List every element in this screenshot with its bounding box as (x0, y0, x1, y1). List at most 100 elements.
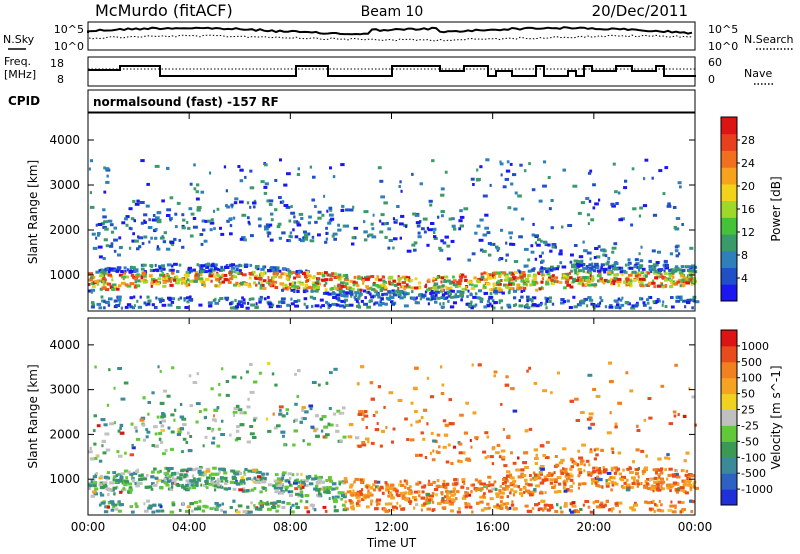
heatmap-cell (686, 301, 691, 305)
heatmap-cell (495, 492, 500, 496)
heatmap-cell (620, 478, 625, 482)
heatmap-cell (344, 298, 348, 302)
heatmap-cell (567, 224, 573, 227)
heatmap-cell (378, 488, 382, 492)
heatmap-cell (651, 249, 656, 253)
heatmap-cell (198, 277, 204, 281)
heatmap-cell (293, 287, 299, 291)
heatmap-cell (385, 483, 389, 487)
heatmap-cell (444, 297, 447, 300)
heatmap-cell (151, 277, 156, 281)
heatmap-cell (292, 228, 295, 232)
heatmap-cell (161, 265, 165, 269)
heatmap-cell (319, 417, 324, 421)
heatmap-cell (452, 275, 455, 279)
heatmap-cell (118, 236, 122, 240)
heatmap-cell (339, 281, 345, 285)
heatmap-cell (311, 477, 316, 481)
heatmap-cell (267, 269, 271, 272)
heatmap-cell (536, 476, 542, 480)
heatmap-cell (173, 278, 177, 282)
heatmap-cell (289, 476, 292, 480)
heatmap-cell (598, 471, 602, 475)
heatmap-cell (440, 210, 445, 213)
heatmap-cell (100, 493, 105, 497)
heatmap-cell (644, 158, 649, 162)
heatmap-cell (659, 268, 664, 271)
heatmap-cell (585, 278, 590, 282)
heatmap-cell (670, 268, 674, 272)
heatmap-cell (190, 483, 194, 487)
heatmap-cell (427, 501, 430, 505)
heatmap-cell (562, 486, 566, 490)
heatmap-cell (351, 491, 356, 495)
heatmap-cell (491, 288, 494, 292)
heatmap-cell (272, 275, 278, 279)
heatmap-cell (507, 282, 513, 286)
y-tick-label: 2000 (49, 427, 80, 441)
heatmap-cell (396, 494, 401, 498)
heatmap-cell (568, 508, 572, 512)
heatmap-cell (415, 420, 420, 424)
heatmap-cell (467, 289, 470, 293)
heatmap-cell (144, 235, 148, 239)
heatmap-cell (613, 273, 619, 277)
heatmap-cell (443, 275, 449, 279)
heatmap-cell (638, 252, 641, 256)
heatmap-cell (657, 473, 662, 477)
heatmap-cell (194, 507, 198, 511)
heatmap-cell (404, 485, 407, 489)
heatmap-cell (646, 298, 650, 302)
heatmap-cell (108, 267, 114, 271)
heatmap-cell (171, 297, 176, 301)
heatmap-cell (474, 436, 479, 440)
heatmap-cell (293, 418, 299, 422)
heatmap-cell (197, 477, 200, 481)
heatmap-cell (358, 495, 361, 499)
heatmap-cell (161, 479, 165, 483)
heatmap-cell (166, 208, 172, 212)
heatmap-cell (550, 265, 554, 269)
heatmap-cell (246, 405, 251, 409)
heatmap-cell (414, 213, 420, 217)
heatmap-cell (430, 483, 433, 486)
heatmap-cell (229, 302, 232, 306)
nsky-label: N.Sky (3, 33, 35, 46)
heatmap-cell (651, 281, 656, 285)
heatmap-cell (692, 485, 696, 489)
heatmap-cell (433, 235, 437, 239)
heatmap-cell (163, 231, 167, 235)
colorbar-tick-label: 100 (741, 372, 762, 385)
heatmap-cell (219, 275, 224, 279)
heatmap-cell (323, 194, 326, 198)
heatmap-cell (544, 456, 550, 460)
heatmap-cell (398, 185, 401, 188)
heatmap-cell (291, 473, 295, 477)
heatmap-cell (495, 451, 500, 455)
heatmap-cell (633, 279, 637, 282)
heatmap-cell (440, 276, 445, 280)
heatmap-cell (624, 179, 628, 183)
heatmap-cell (505, 253, 509, 257)
heatmap-cell (92, 484, 97, 488)
heatmap-cell (495, 245, 499, 249)
heatmap-cell (566, 487, 570, 491)
heatmap-cell (345, 294, 349, 298)
heatmap-cell (109, 244, 114, 248)
heatmap-cell (625, 271, 628, 274)
heatmap-cell (289, 490, 294, 494)
heatmap-cell (316, 481, 321, 485)
heatmap-cell (418, 293, 422, 297)
colorbar-swatch (721, 183, 737, 202)
heatmap-cell (583, 463, 586, 467)
heatmap-cell (341, 503, 346, 507)
heatmap-cell (173, 237, 177, 241)
heatmap-cell (349, 485, 353, 489)
heatmap-cell (337, 228, 342, 232)
heatmap-cell (342, 435, 347, 439)
heatmap-cell (253, 416, 258, 420)
heatmap-cell (631, 270, 635, 274)
heatmap-cell (311, 235, 315, 239)
heatmap-cell (259, 286, 265, 290)
heatmap-cell (288, 275, 291, 278)
